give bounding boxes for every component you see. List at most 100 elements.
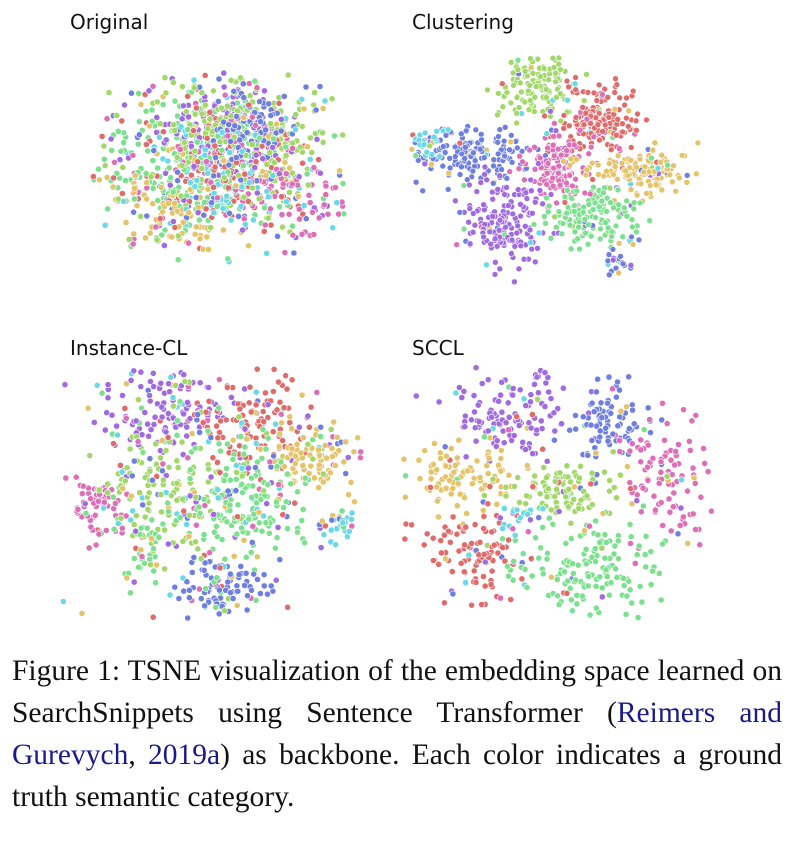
tsne-plot-original	[90, 69, 348, 266]
scatter-point	[167, 492, 175, 500]
scatter-point	[255, 195, 263, 203]
scatter-point	[509, 576, 517, 584]
scatter-point	[173, 479, 181, 487]
scatter-point	[148, 535, 156, 543]
scatter-point	[259, 155, 267, 163]
scatter-point	[612, 222, 620, 230]
scatter-point	[304, 412, 312, 420]
scatter-point	[615, 555, 622, 563]
scatter-point	[255, 519, 263, 527]
scatter-point	[519, 438, 527, 446]
scatter-point	[541, 213, 548, 220]
scatter-point	[565, 83, 572, 91]
scatter-point	[572, 412, 579, 419]
scatter-point	[174, 464, 182, 471]
scatter-point	[186, 415, 194, 422]
scatter-point	[308, 149, 316, 156]
scatter-point	[301, 474, 309, 482]
scatter-point	[442, 484, 450, 492]
scatter-point	[280, 504, 287, 511]
scatter-point	[298, 391, 306, 399]
scatter-point	[601, 468, 608, 476]
scatter-point	[261, 221, 269, 229]
scatter-point	[488, 528, 496, 536]
scatter-point	[267, 221, 275, 229]
scatter-point	[218, 128, 226, 136]
scatter-point	[593, 97, 601, 104]
scatter-point	[327, 526, 335, 534]
scatter-point	[320, 531, 328, 539]
scatter-point	[633, 228, 640, 236]
scatter-point	[110, 440, 117, 447]
scatter-point	[187, 179, 194, 186]
scatter-point	[146, 467, 154, 475]
scatter-point	[614, 186, 622, 194]
scatter-point	[531, 380, 538, 388]
scatter-point	[137, 546, 145, 554]
scatter-point	[402, 520, 410, 528]
scatter-point	[211, 142, 219, 150]
scatter-point	[559, 220, 567, 227]
scatter-point	[521, 565, 529, 573]
scatter-point	[116, 156, 124, 164]
scatter-point	[505, 426, 512, 434]
scatter-point	[569, 570, 577, 577]
scatter-point	[633, 191, 641, 199]
scatter-point	[317, 544, 325, 551]
scatter-point	[186, 466, 194, 474]
scatter-point	[232, 487, 240, 494]
scatter-point	[286, 413, 294, 421]
scatter-point	[113, 422, 120, 430]
scatter-point	[629, 241, 637, 248]
scatter-point	[468, 601, 475, 609]
scatter-point	[541, 369, 549, 376]
scatter-point	[180, 371, 188, 379]
citation-year-link[interactable]: 2019a	[148, 739, 221, 771]
scatter-point	[332, 184, 339, 191]
scatter-point	[242, 553, 250, 561]
scatter-point	[617, 253, 624, 260]
scatter-point	[183, 520, 190, 528]
scatter-point	[649, 567, 656, 575]
scatter-point	[427, 468, 435, 476]
scatter-point	[176, 514, 184, 521]
scatter-point	[496, 126, 504, 133]
scatter-point	[592, 449, 600, 457]
scatter-point	[288, 425, 296, 433]
scatter-point	[150, 383, 157, 390]
scatter-point	[95, 530, 103, 538]
scatter-point	[257, 118, 264, 126]
scatter-point	[516, 498, 523, 506]
scatter-point	[537, 544, 544, 552]
scatter-point	[481, 558, 489, 566]
scatter-point	[421, 129, 429, 137]
citation-authors-link[interactable]: Reimers and Gurevych	[12, 697, 783, 771]
scatter-point	[221, 555, 229, 563]
scatter-point	[328, 453, 336, 460]
scatter-point	[632, 117, 640, 125]
scatter-point	[237, 176, 245, 184]
scatter-point	[544, 144, 551, 152]
scatter-point	[531, 108, 538, 115]
scatter-point	[117, 461, 124, 469]
scatter-point	[114, 128, 122, 135]
scatter-point	[547, 107, 554, 115]
scatter-point	[579, 103, 586, 111]
scatter-point	[306, 134, 314, 142]
scatter-point	[134, 140, 142, 148]
scatter-point	[481, 433, 488, 441]
scatter-point	[305, 423, 313, 431]
scatter-point	[209, 454, 217, 462]
scatter-point	[105, 89, 113, 96]
scatter-point	[123, 464, 131, 472]
scatter-point	[257, 496, 265, 503]
scatter-point	[565, 503, 572, 511]
scatter-point	[146, 122, 153, 130]
scatter-point	[237, 433, 245, 440]
scatter-point	[453, 502, 461, 510]
scatter-point	[521, 68, 529, 75]
scatter-point	[547, 395, 555, 402]
scatter-point	[305, 191, 313, 199]
scatter-point	[581, 189, 589, 197]
scatter-point	[288, 180, 296, 188]
